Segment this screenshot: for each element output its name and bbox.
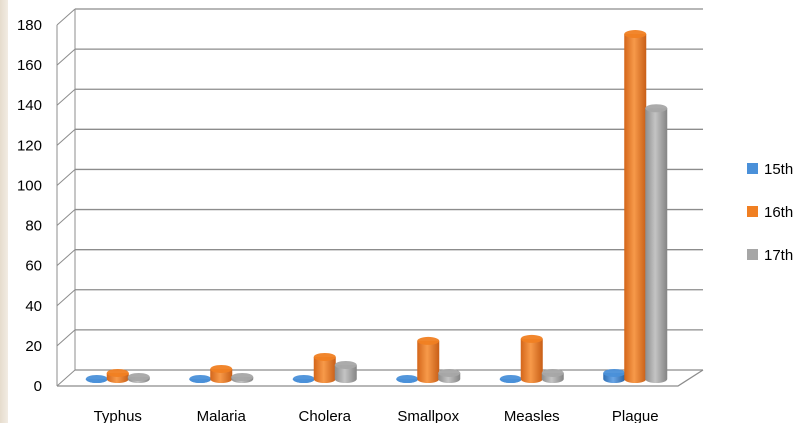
x-category-label: Cholera [298,408,351,423]
legend-label: 17th [764,247,793,264]
y-tick-label: 60 [25,258,42,275]
y-tick-label: 160 [17,57,42,74]
gridline-depth [56,369,76,387]
x-category-label: Smallpox [397,408,459,423]
gridline-depth [56,169,76,186]
gridline-depth [56,8,76,26]
y-tick-label: 120 [17,137,42,154]
background-strip [0,0,8,423]
bar-16th-measles [520,334,543,383]
legend: 15th 16th 17th [747,161,793,264]
legend-label: 16th [764,204,793,221]
bar-16th-malaria [210,364,233,383]
gridline-depth [56,48,76,66]
bar-17th-plague [645,104,668,383]
bar-16th-cholera [313,352,336,383]
y-tick-label: 40 [25,298,42,315]
y-axis-tick-labels: 0 20 40 60 80 100 120 140 160 180 [17,17,42,395]
legend-label: 15th [764,161,793,178]
legend-swatch [747,249,758,260]
bar-17th-malaria [231,372,254,383]
legend-swatch [747,163,758,174]
bar-15th-plague [603,368,626,383]
bar-16th-typhus [106,368,129,383]
bar-16th-smallpox [417,336,440,383]
gridline-depth [56,289,76,307]
x-category-label: Typhus [94,408,142,423]
bar-15th-malaria [189,375,212,383]
y-tick-label: 100 [17,177,42,194]
gridline-depth [56,209,76,226]
y-tick-label: 80 [25,218,42,235]
bar-17th-smallpox [438,368,461,383]
gridline-depth [56,128,76,146]
gridline-depth [56,329,76,347]
x-axis-category-labels: Typhus Malaria Cholera Smallpox Measles Plagu… [94,408,659,423]
floor-edge [57,369,704,387]
legend-item-17th: 17th [747,247,793,264]
legend-item-15th: 15th [747,161,793,178]
bar-15th-measles [499,375,522,383]
bars [85,30,668,384]
legend-item-16th: 16th [747,204,793,221]
x-category-label: Malaria [197,408,247,423]
x-category-label: Measles [504,408,560,423]
gridline-depth [56,249,76,267]
y-tick-label: 0 [34,378,42,395]
y-tick-label: 20 [25,338,42,355]
x-category-label: Plague [612,408,659,423]
bar-17th-cholera [334,360,357,383]
bar-16th-plague [624,30,647,384]
bar-17th-typhus [127,372,150,383]
bar-15th-smallpox [396,375,419,383]
bar-15th-cholera [292,375,315,383]
gridlines [56,8,704,387]
bar-17th-measles [541,368,564,383]
bar-15th-typhus [85,375,108,383]
y-tick-label: 140 [17,97,42,114]
y-tick-label: 180 [17,17,42,34]
legend-swatch [747,206,758,217]
gridline-depth [56,88,76,106]
